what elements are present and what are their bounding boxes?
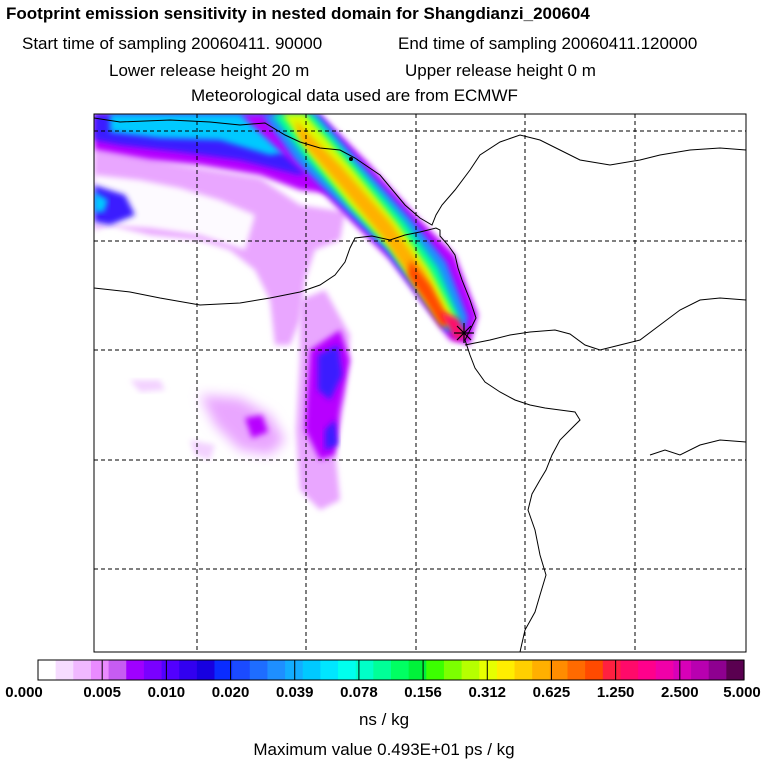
colorbar-swatch	[320, 660, 339, 680]
colorbar-swatch	[391, 660, 410, 680]
colorbar-tick-label: 0.010	[147, 684, 186, 701]
colorbar-swatch	[585, 660, 604, 680]
colorbar-swatch	[55, 660, 74, 680]
colorbar-tick-label: 0.156	[404, 684, 442, 701]
colorbar-swatch	[355, 660, 374, 680]
colorbar-swatch	[708, 660, 727, 680]
colorbar-swatch	[602, 660, 622, 680]
city-dot	[349, 157, 353, 161]
colorbar-tick-label: 0.625	[532, 684, 571, 701]
colorbar-swatch	[232, 660, 251, 680]
colorbar-swatch	[108, 660, 127, 680]
colorbar-swatch	[302, 660, 321, 680]
colorbar-swatch	[567, 660, 586, 680]
lat-lon-grid	[94, 114, 746, 652]
colorbar-swatch	[143, 660, 163, 680]
sensitivity-field	[94, 114, 478, 510]
colorbar-tick-label: 5.000	[723, 684, 761, 701]
colorbar-tick-label: 1.250	[596, 684, 635, 701]
page-title: Footprint emission sensitivity in nested…	[6, 4, 590, 23]
lower-release-height-label: Lower release height 20 m	[109, 61, 310, 80]
colorbar-swatch	[126, 660, 145, 680]
colorbar-swatch	[620, 660, 639, 680]
colorbar-swatch	[267, 660, 286, 680]
colorbar-swatch	[479, 660, 498, 680]
colorbar	[38, 660, 745, 680]
colorbar-swatch	[496, 660, 516, 680]
maximum-value-label: Maximum value 0.493E+01 ps / kg	[253, 740, 515, 759]
colorbar-swatch	[161, 660, 180, 680]
colorbar-tick-label: 0.020	[211, 684, 250, 701]
colorbar-swatch	[461, 660, 480, 680]
units-label: ns / kg	[358, 710, 410, 729]
start-time-label: Start time of sampling 20060411. 90000	[22, 34, 323, 53]
colorbar-swatch	[691, 660, 710, 680]
colorbar-swatch	[214, 660, 233, 680]
colorbar-swatch	[655, 660, 674, 680]
colorbar-swatch	[726, 660, 745, 680]
colorbar-swatch	[338, 660, 357, 680]
colorbar-swatch	[673, 660, 692, 680]
colorbar-swatch	[443, 660, 463, 680]
colorbar-swatch	[426, 660, 445, 680]
colorbar-swatch	[73, 660, 92, 680]
upper-release-height-label: Upper release height 0 m	[405, 61, 596, 80]
colorbar-swatch	[638, 660, 657, 680]
met-data-label: Meteorological data used are from ECMWF	[191, 86, 518, 105]
colorbar-tick-label: 0.312	[468, 684, 507, 701]
colorbar-swatch	[514, 660, 533, 680]
colorbar-swatch	[38, 660, 57, 680]
colorbar-tick-label: 0.005	[83, 684, 121, 701]
map-frame	[93, 113, 747, 653]
colorbar-swatch	[373, 660, 392, 680]
colorbar-swatch	[532, 660, 551, 680]
colorbar-tick-label: 0.078	[340, 684, 378, 701]
colorbar-swatch	[179, 660, 198, 680]
end-time-label: End time of sampling 20060411.120000	[398, 34, 698, 53]
colorbar-swatch	[549, 660, 569, 680]
colorbar-swatch	[90, 660, 110, 680]
receptor-site-marker	[454, 323, 474, 343]
colorbar-separators	[101, 660, 681, 680]
colorbar-tick-label: 2.500	[661, 684, 699, 701]
colorbar-swatch	[249, 660, 269, 680]
colorbar-frame	[37, 659, 745, 681]
colorbar-swatch	[285, 660, 304, 680]
colorbar-swatch	[196, 660, 216, 680]
colorbar-tick-label: 0.039	[275, 684, 314, 701]
colorbar-tick-label: 0.000	[5, 684, 43, 701]
colorbar-swatch	[408, 660, 427, 680]
